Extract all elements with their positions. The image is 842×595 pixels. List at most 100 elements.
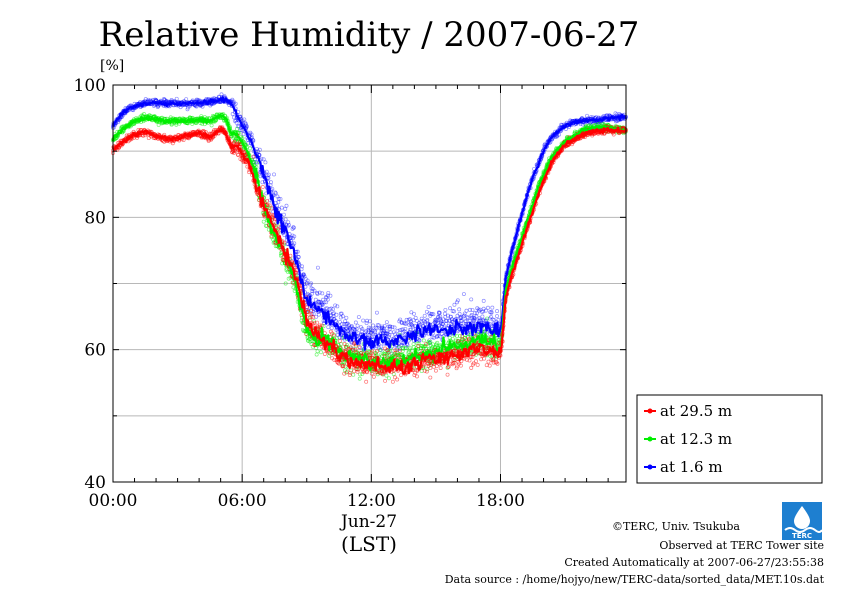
raw-data-point — [553, 134, 558, 139]
raw-data-point — [377, 323, 382, 328]
raw-data-point — [230, 97, 235, 102]
raw-data-point — [469, 313, 474, 317]
raw-data-point — [242, 117, 247, 122]
raw-data-point — [373, 330, 378, 335]
raw-data-point — [161, 97, 166, 102]
raw-data-point — [247, 132, 252, 137]
raw-data-point — [398, 317, 403, 322]
raw-data-point — [315, 291, 320, 296]
raw-data-point — [410, 323, 415, 328]
raw-data-point — [290, 233, 295, 238]
raw-data-point — [475, 306, 480, 311]
raw-data-point — [318, 303, 323, 308]
raw-data-point — [352, 327, 357, 331]
raw-data-point — [257, 147, 262, 152]
raw-data-point — [384, 329, 389, 334]
raw-data-point — [392, 325, 397, 330]
raw-data-point — [433, 317, 438, 322]
raw-data-point — [379, 344, 384, 349]
raw-data-point — [366, 327, 371, 332]
raw-data-point — [463, 319, 468, 324]
raw-data-point — [434, 319, 439, 324]
raw-data-point — [234, 118, 239, 123]
raw-data-point — [272, 172, 276, 177]
raw-data-point — [456, 328, 461, 333]
raw-data-point — [301, 272, 306, 277]
raw-data-point — [469, 314, 474, 318]
raw-data-point — [305, 291, 310, 296]
raw-data-point — [447, 318, 452, 323]
raw-data-point — [489, 315, 493, 319]
raw-data-point — [209, 102, 214, 107]
raw-data-point — [408, 327, 413, 332]
raw-data-point — [436, 310, 441, 315]
raw-data-point — [241, 132, 246, 136]
raw-data-point — [470, 308, 475, 312]
raw-data-point — [387, 326, 392, 331]
raw-data-point — [208, 103, 213, 108]
raw-data-point — [331, 311, 335, 316]
raw-data-point — [365, 332, 370, 337]
raw-data-point — [338, 311, 343, 316]
raw-data-point — [346, 329, 351, 334]
raw-data-point — [471, 317, 476, 322]
raw-data-point — [355, 323, 360, 328]
raw-data-point — [434, 318, 439, 323]
raw-data-point — [364, 321, 369, 325]
raw-data-point — [296, 255, 301, 260]
raw-data-point — [402, 321, 407, 326]
raw-data-point — [372, 328, 377, 333]
raw-data-point — [390, 324, 395, 329]
raw-data-point — [568, 118, 573, 123]
raw-data-point — [266, 176, 271, 180]
raw-data-point — [239, 128, 244, 133]
raw-data-point — [459, 315, 464, 319]
raw-data-point — [457, 307, 462, 312]
raw-data-point — [439, 324, 444, 329]
raw-data-point — [400, 341, 405, 346]
raw-data-point — [276, 200, 281, 205]
raw-data-point — [482, 318, 487, 323]
raw-data-point — [333, 303, 338, 308]
raw-data-point — [439, 332, 444, 336]
raw-data-point — [231, 100, 236, 105]
raw-data-point — [397, 328, 402, 333]
raw-data-point — [324, 300, 329, 305]
raw-data-point — [387, 332, 392, 337]
raw-data-point — [443, 307, 448, 312]
raw-data-point — [276, 196, 281, 201]
raw-data-point — [423, 322, 428, 326]
raw-data-point — [349, 324, 354, 329]
raw-data-point — [449, 321, 454, 326]
raw-data-point — [477, 316, 482, 321]
raw-data-point — [469, 297, 474, 302]
raw-data-point — [408, 317, 413, 322]
raw-data-point — [413, 315, 418, 320]
raw-data-point — [429, 312, 434, 317]
raw-data-point — [344, 326, 349, 331]
raw-data-point — [162, 97, 167, 102]
raw-data-point — [486, 305, 490, 310]
raw-data-point — [243, 123, 248, 128]
raw-data-point — [263, 160, 268, 165]
raw-data-point — [123, 106, 128, 111]
raw-data-point — [326, 290, 331, 295]
raw-data-point — [282, 233, 287, 237]
chart-title: Relative Humidity / 2007-06-27 — [99, 15, 640, 55]
raw-data-point — [369, 330, 374, 335]
raw-data-point — [421, 323, 425, 328]
raw-data-point — [386, 324, 391, 329]
raw-data-point — [559, 122, 564, 127]
raw-data-point — [438, 314, 443, 319]
raw-data-point — [346, 328, 351, 332]
raw-data-point — [243, 120, 248, 125]
raw-data-point — [148, 98, 153, 103]
raw-data-point — [401, 330, 406, 335]
raw-data-point — [489, 310, 494, 315]
raw-data-point — [366, 325, 371, 330]
raw-data-point — [395, 328, 400, 333]
raw-data-point — [433, 318, 437, 323]
raw-data-point — [444, 318, 449, 323]
raw-data-point — [153, 97, 158, 102]
raw-data-point — [382, 331, 387, 336]
